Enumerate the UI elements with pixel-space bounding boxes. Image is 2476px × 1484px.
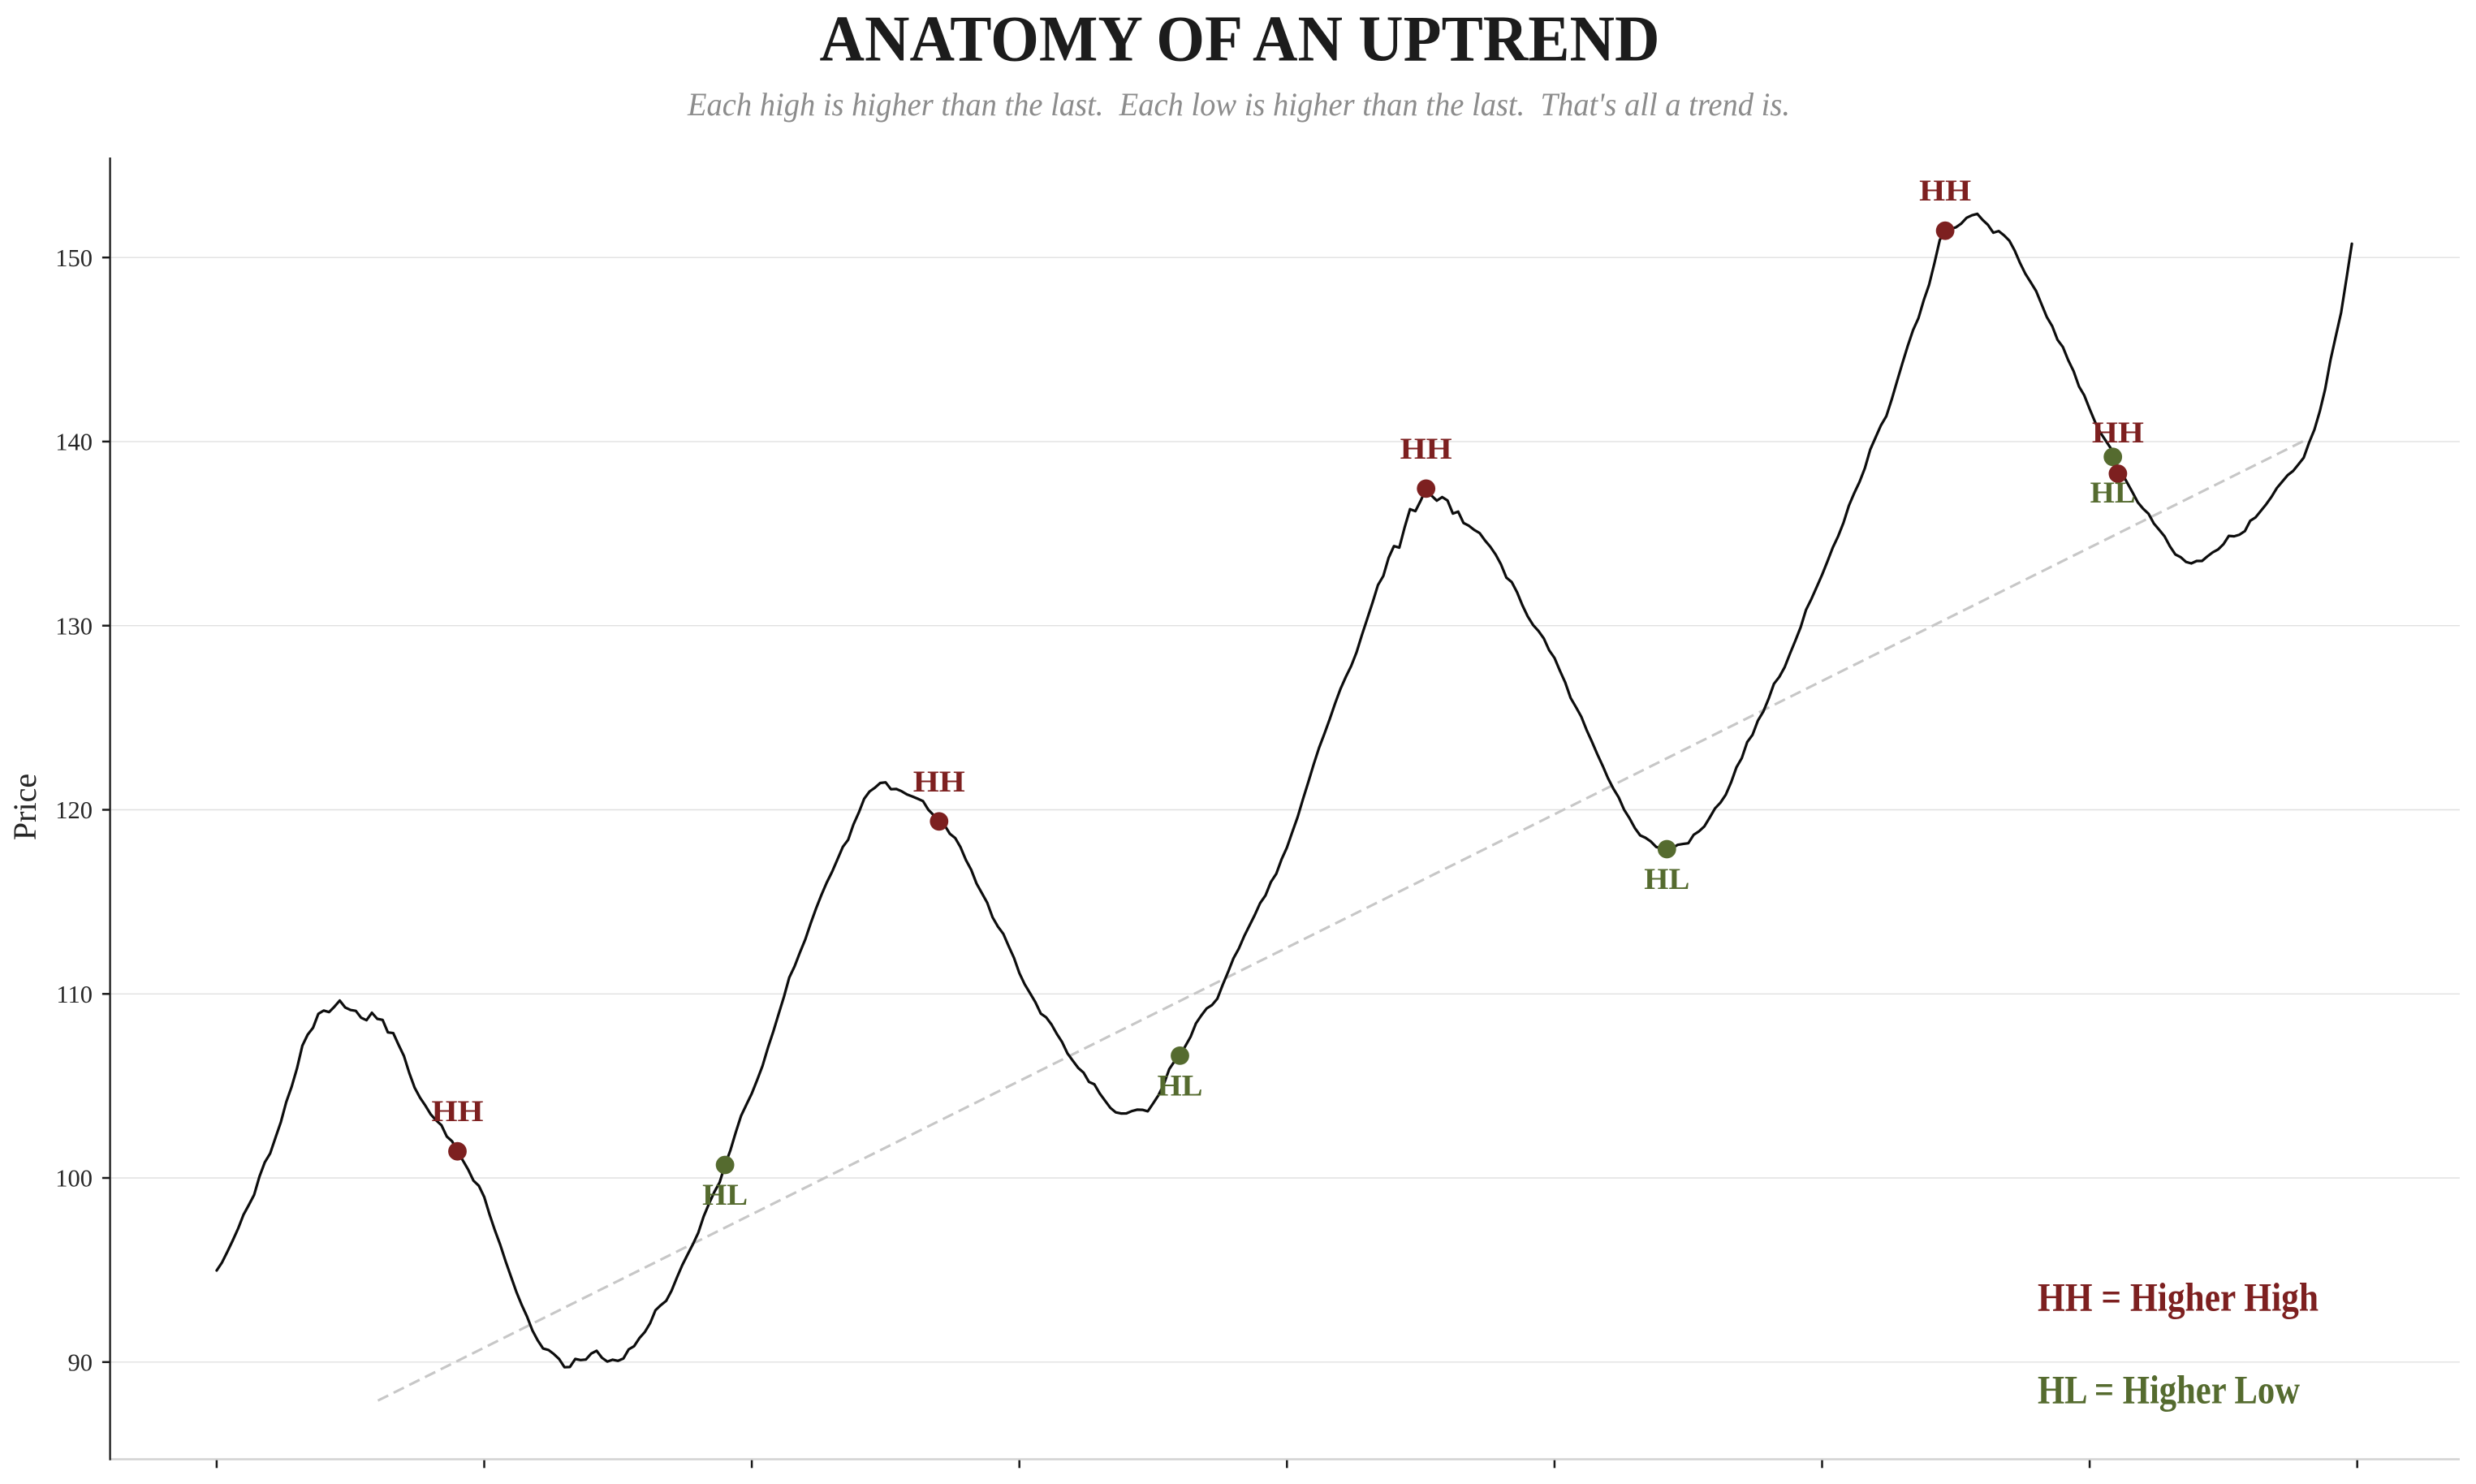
- svg-text:HL: HL: [1158, 1069, 1203, 1102]
- svg-text:HH: HH: [432, 1095, 484, 1128]
- svg-text:HH = Higher High: HH = Higher High: [2038, 1275, 2319, 1320]
- svg-text:130: 130: [55, 612, 93, 640]
- svg-text:ANATOMY OF AN UPTREND: ANATOMY OF AN UPTREND: [820, 4, 1660, 75]
- svg-text:HH: HH: [2092, 416, 2144, 450]
- svg-text:110: 110: [56, 981, 93, 1008]
- svg-text:Price: Price: [6, 774, 43, 840]
- svg-text:90: 90: [68, 1349, 93, 1377]
- svg-text:HL = Higher Low: HL = Higher Low: [2038, 1367, 2300, 1413]
- svg-text:140: 140: [55, 429, 93, 456]
- svg-text:100: 100: [55, 1165, 93, 1193]
- svg-text:Each high is higher than the l: Each high is higher than the last. Each …: [687, 86, 1790, 123]
- svg-text:HL: HL: [1644, 863, 1689, 896]
- svg-text:120: 120: [55, 796, 93, 824]
- svg-text:HL: HL: [2090, 477, 2136, 510]
- svg-text:150: 150: [55, 244, 93, 272]
- svg-text:HL: HL: [702, 1179, 748, 1212]
- svg-text:HH: HH: [1919, 175, 1971, 208]
- svg-text:HH: HH: [913, 766, 965, 799]
- svg-text:HH: HH: [1400, 433, 1452, 466]
